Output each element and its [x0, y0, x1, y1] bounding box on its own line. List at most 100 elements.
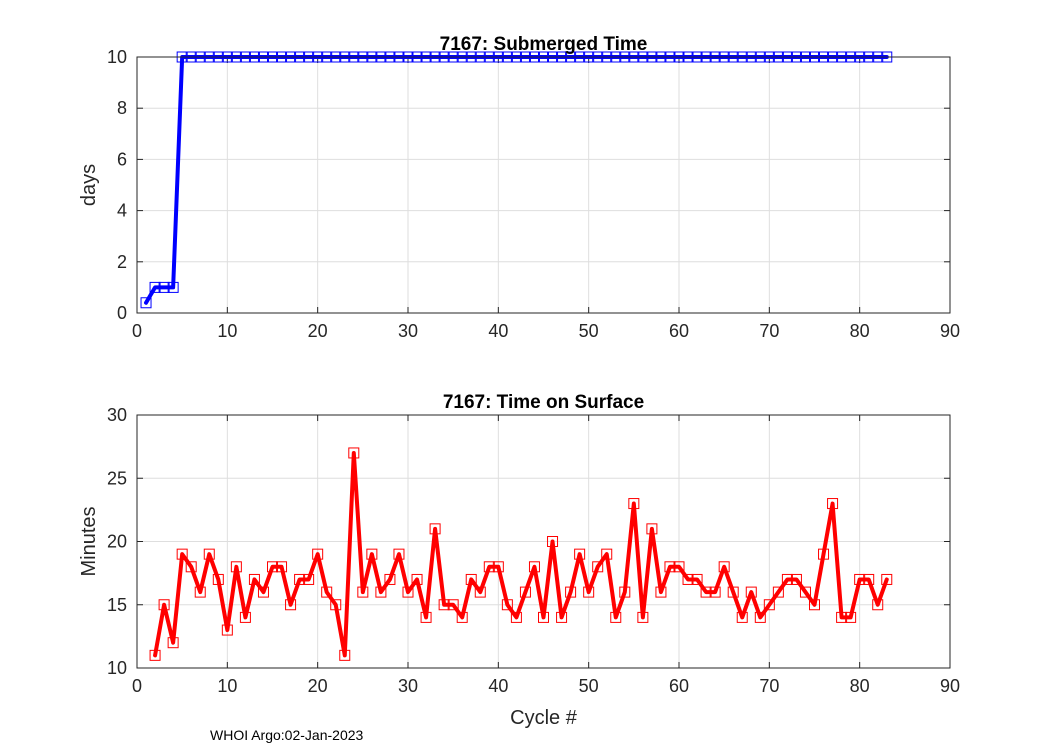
x-tick-label: 20 — [308, 321, 328, 341]
data-point — [140, 297, 152, 309]
x-tick-label: 90 — [940, 676, 960, 696]
data-point — [836, 611, 848, 623]
data-point — [447, 599, 459, 611]
data-point — [167, 637, 179, 649]
data-point — [230, 561, 242, 573]
data-point — [827, 498, 839, 510]
data-point — [312, 548, 324, 560]
data-point — [718, 561, 730, 573]
y-tick-label: 10 — [107, 47, 127, 67]
data-point — [221, 624, 233, 636]
data-point — [745, 586, 757, 598]
data-point — [393, 548, 405, 560]
y-tick-label: 30 — [107, 405, 127, 425]
tick-labels: 0 10 20 30 40 50 60 70 80 90 0 2 4 6 8 10 — [107, 47, 960, 341]
data-point — [592, 561, 604, 573]
data-point — [583, 586, 595, 598]
data-point — [348, 447, 360, 459]
data-point — [212, 573, 224, 585]
data-point — [556, 611, 568, 623]
data-point — [294, 573, 306, 585]
data-point — [185, 561, 197, 573]
y-axis-label: Minutes — [78, 506, 100, 576]
x-tick-label: 80 — [850, 676, 870, 696]
x-tick-label: 70 — [759, 676, 779, 696]
data-point — [303, 573, 315, 585]
y-tick-label: 15 — [107, 595, 127, 615]
data-point — [655, 586, 667, 598]
data-point — [402, 586, 414, 598]
data-point — [790, 573, 802, 585]
data-point — [763, 599, 775, 611]
data-point — [845, 611, 857, 623]
data-point — [510, 611, 522, 623]
y-tick-label: 0 — [117, 303, 127, 323]
x-tick-label: 30 — [398, 321, 418, 341]
data-point — [158, 281, 170, 293]
data-point — [691, 573, 703, 585]
data-point — [420, 611, 432, 623]
y-tick-label: 6 — [117, 149, 127, 169]
data-point — [366, 548, 378, 560]
data-point — [881, 573, 893, 585]
data-point — [799, 586, 811, 598]
data-point — [700, 586, 712, 598]
x-tick-label: 60 — [669, 676, 689, 696]
x-tick-label: 40 — [488, 676, 508, 696]
x-tick-label: 90 — [940, 321, 960, 341]
data-point — [565, 586, 577, 598]
axes-box — [136, 414, 951, 669]
data-point — [538, 611, 549, 623]
y-axis-label: days — [78, 164, 100, 206]
data-point — [646, 523, 658, 535]
y-tick-label: 8 — [117, 98, 127, 118]
data-point — [601, 548, 613, 560]
data-point — [429, 523, 441, 535]
submerged-time-plot: 0 10 20 30 40 50 60 70 80 90 0 2 4 6 8 10 7167: Submerg… — [78, 34, 960, 341]
data-point — [194, 586, 206, 598]
data-point — [809, 599, 820, 611]
data-point — [492, 561, 504, 573]
x-tick-label: 70 — [759, 321, 779, 341]
data-point — [456, 611, 468, 623]
data-point — [248, 573, 260, 585]
y-tick-label: 20 — [107, 532, 127, 552]
data-series — [149, 447, 893, 661]
data-point — [619, 586, 631, 598]
data-point — [727, 586, 739, 598]
data-point — [501, 599, 513, 611]
x-tick-label: 40 — [488, 321, 508, 341]
x-tick-label: 0 — [132, 321, 142, 341]
x-tick-label: 80 — [850, 321, 870, 341]
data-point — [872, 599, 884, 611]
data-point — [519, 586, 531, 598]
data-point — [285, 599, 297, 611]
data-point — [863, 573, 875, 585]
x-tick-label: 10 — [217, 676, 237, 696]
plot-area — [137, 57, 950, 313]
data-point — [818, 548, 830, 560]
data-point — [854, 573, 866, 585]
data-point — [149, 281, 161, 293]
data-point — [411, 573, 423, 585]
data-point — [637, 611, 649, 623]
data-point — [673, 561, 685, 573]
data-point — [438, 599, 450, 611]
x-tick-label: 50 — [579, 676, 599, 696]
chart-title: 7167: Time on Surface — [443, 392, 644, 413]
data-point — [781, 573, 793, 585]
data-point — [682, 573, 694, 585]
data-point — [176, 548, 188, 560]
data-point — [257, 586, 269, 598]
x-tick-label: 50 — [579, 321, 599, 341]
data-point — [375, 586, 387, 598]
footer-credit: WHOI Argo:02-Jan-2023 — [210, 727, 364, 743]
data-point — [149, 649, 161, 661]
y-tick-label: 2 — [117, 252, 127, 272]
data-point — [321, 586, 333, 598]
data-point — [483, 561, 495, 573]
data-point — [239, 611, 251, 623]
